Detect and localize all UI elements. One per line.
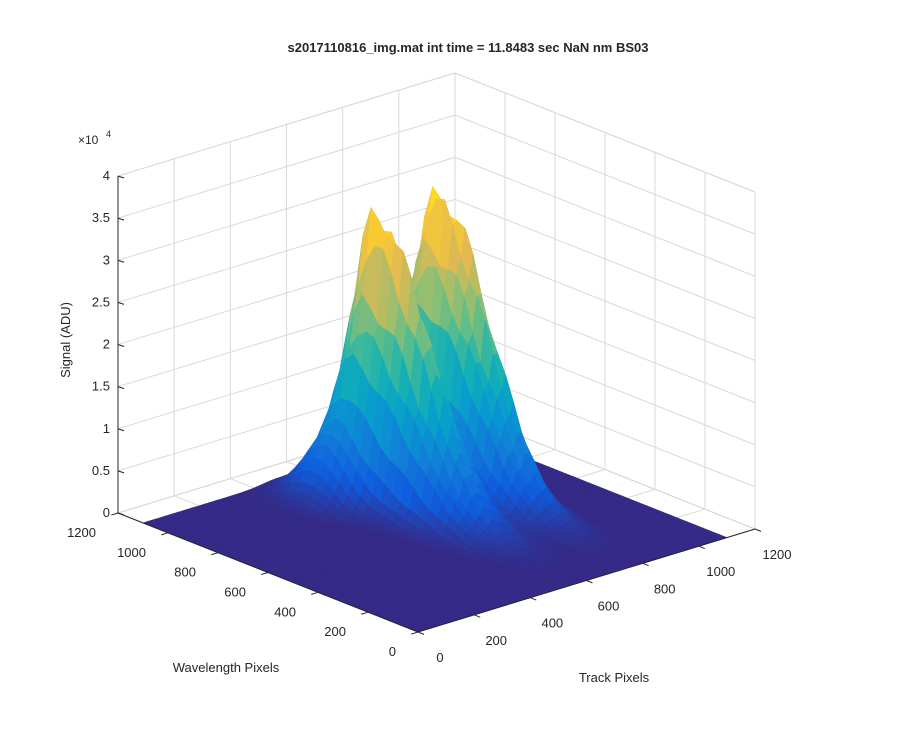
- x-tick: [642, 562, 649, 567]
- y-tick: [161, 532, 169, 536]
- x-tick-label: 800: [654, 581, 676, 596]
- grid-line-z-back: [117, 198, 456, 303]
- grid-line-z-back: [117, 72, 456, 177]
- x-tick-label: 0: [436, 650, 443, 665]
- x-tick: [754, 528, 762, 532]
- z-tick: [117, 428, 125, 432]
- grid-line-z-side: [454, 198, 756, 319]
- axes-lines: [111, 175, 762, 635]
- x-axis-label: Track Pixels: [579, 670, 650, 685]
- x-tick: [530, 597, 537, 601]
- grid-line-z-back: [117, 114, 456, 219]
- z-tick: [117, 301, 125, 305]
- y-tick: [111, 512, 119, 516]
- y-tick-label: 400: [274, 604, 296, 619]
- chart-title: s2017110816_img.mat int time = 11.8483 s…: [288, 40, 649, 55]
- x-tick-label: 200: [485, 633, 507, 648]
- y-tick: [211, 552, 219, 556]
- grid-line-z-side: [454, 114, 756, 235]
- x-tick: [586, 580, 593, 584]
- grid-line-z-back: [117, 156, 456, 261]
- z-tick: [117, 344, 125, 347]
- z-tick: [117, 175, 125, 179]
- z-tick-label: 1: [103, 421, 110, 436]
- z-tick-label: 3: [103, 252, 110, 267]
- y-tick-label: 0: [389, 644, 396, 659]
- z-tick-label: 0.5: [92, 463, 110, 478]
- z-exponent-power: 4: [106, 129, 111, 139]
- tick-labels: 0200400600800100012000200400600800100012…: [67, 168, 791, 665]
- x-tick: [473, 614, 481, 618]
- y-tick-label: 200: [324, 624, 346, 639]
- x-tick-label: 400: [541, 616, 563, 631]
- y-tick-label: 800: [174, 565, 196, 580]
- y-tick: [261, 572, 269, 576]
- x-tick-label: 600: [598, 599, 620, 614]
- grid-line-z-side: [454, 283, 756, 404]
- y-tick: [411, 631, 419, 635]
- y-axis-label: Wavelength Pixels: [173, 660, 280, 675]
- z-tick: [117, 512, 125, 516]
- z-tick: [117, 259, 125, 263]
- grid-line-z-side: [454, 72, 756, 193]
- z-tick-label: 1.5: [92, 379, 110, 394]
- x-tick-label: 1000: [706, 564, 735, 579]
- z-tick-label: 2: [103, 337, 110, 352]
- y-tick-label: 1200: [67, 525, 96, 540]
- z-tick: [117, 386, 125, 390]
- surface: [142, 185, 728, 633]
- y-tick: [311, 591, 319, 595]
- y-tick: [361, 611, 369, 615]
- z-exponent: ×10 4: [78, 129, 111, 147]
- grid-line-z-side: [454, 241, 756, 361]
- z-axis-label: Signal (ADU): [58, 302, 73, 378]
- z-tick-label: 4: [103, 168, 110, 183]
- z-tick: [117, 217, 125, 221]
- x-tick: [417, 631, 425, 635]
- x-tick: [698, 545, 706, 550]
- z-tick-label: 2.5: [92, 294, 110, 309]
- z-tick-label: 3.5: [92, 210, 110, 225]
- z-tick: [117, 470, 125, 474]
- z-tick-label: 0: [103, 505, 110, 520]
- y-tick-label: 1000: [117, 545, 146, 560]
- x-tick-label: 1200: [763, 547, 792, 562]
- grid-line-z-side: [454, 156, 756, 277]
- grid-line-z-side: [454, 325, 756, 446]
- y-tick-label: 600: [224, 585, 246, 600]
- z-exponent-base: ×10: [78, 133, 99, 147]
